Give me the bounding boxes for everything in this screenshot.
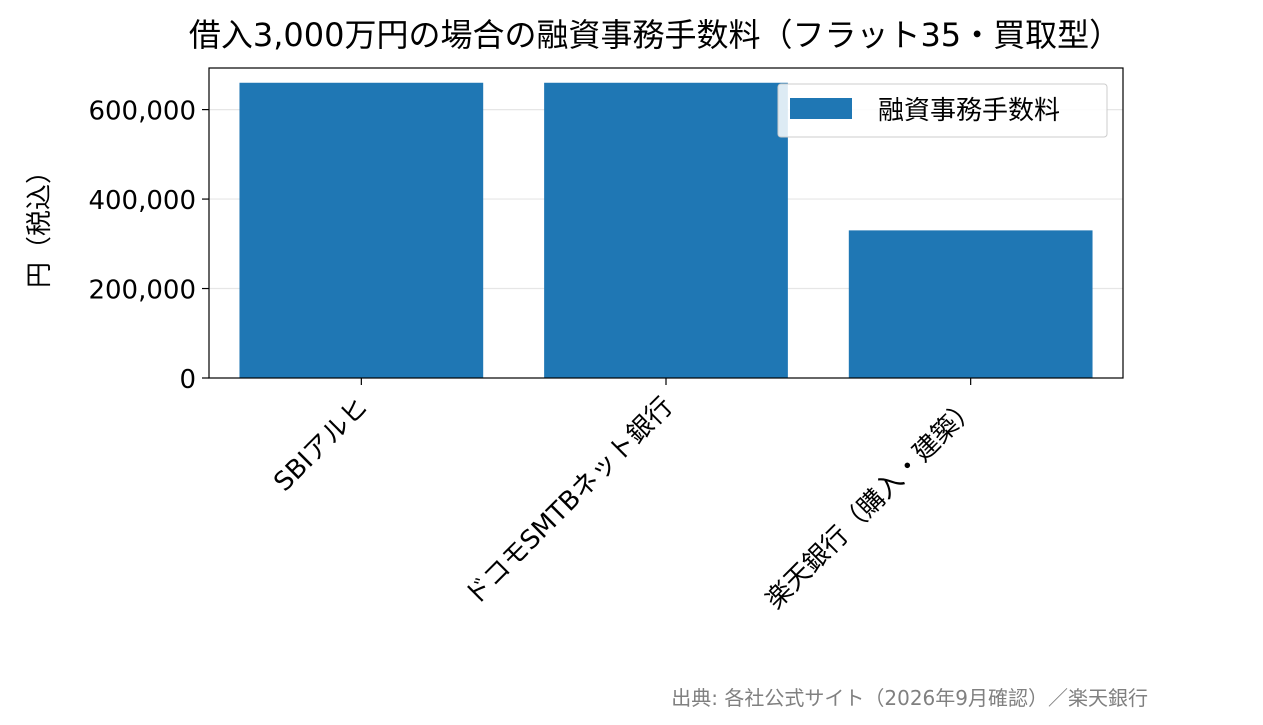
legend-box <box>777 83 1108 138</box>
bar <box>544 82 788 378</box>
legend-swatch <box>790 98 852 119</box>
x-axis-ticks: SBIアルヒ ドコモSMTBネット銀行 楽天銀行（購入・建築） <box>268 378 984 615</box>
y-tick-label: 0 <box>179 365 196 395</box>
bars <box>239 82 1093 378</box>
y-axis-ticks: 0 200,000 400,000 600,000 <box>88 97 209 395</box>
legend-label: 融資事務手数料 <box>878 96 1060 126</box>
bar <box>239 82 484 378</box>
source-note: 出典: 各社公式サイト（2026年9月確認）／楽天銀行 <box>671 686 1148 710</box>
y-tick-label: 600,000 <box>88 97 196 127</box>
legend: 融資事務手数料 <box>777 83 1108 138</box>
bar <box>848 230 1093 378</box>
x-tick-label: SBIアルヒ <box>268 392 374 498</box>
y-tick-label: 400,000 <box>88 186 196 216</box>
y-tick-label: 200,000 <box>88 276 196 306</box>
x-tick-label: 楽天銀行（購入・建築） <box>760 392 983 615</box>
chart-title: 借入3,000万円の場合の融資事務手数料（フラット35・買取型） <box>189 16 1121 54</box>
y-axis-label: 円（税込） <box>25 158 55 288</box>
x-tick-label: ドコモSMTBネット銀行 <box>459 392 679 612</box>
